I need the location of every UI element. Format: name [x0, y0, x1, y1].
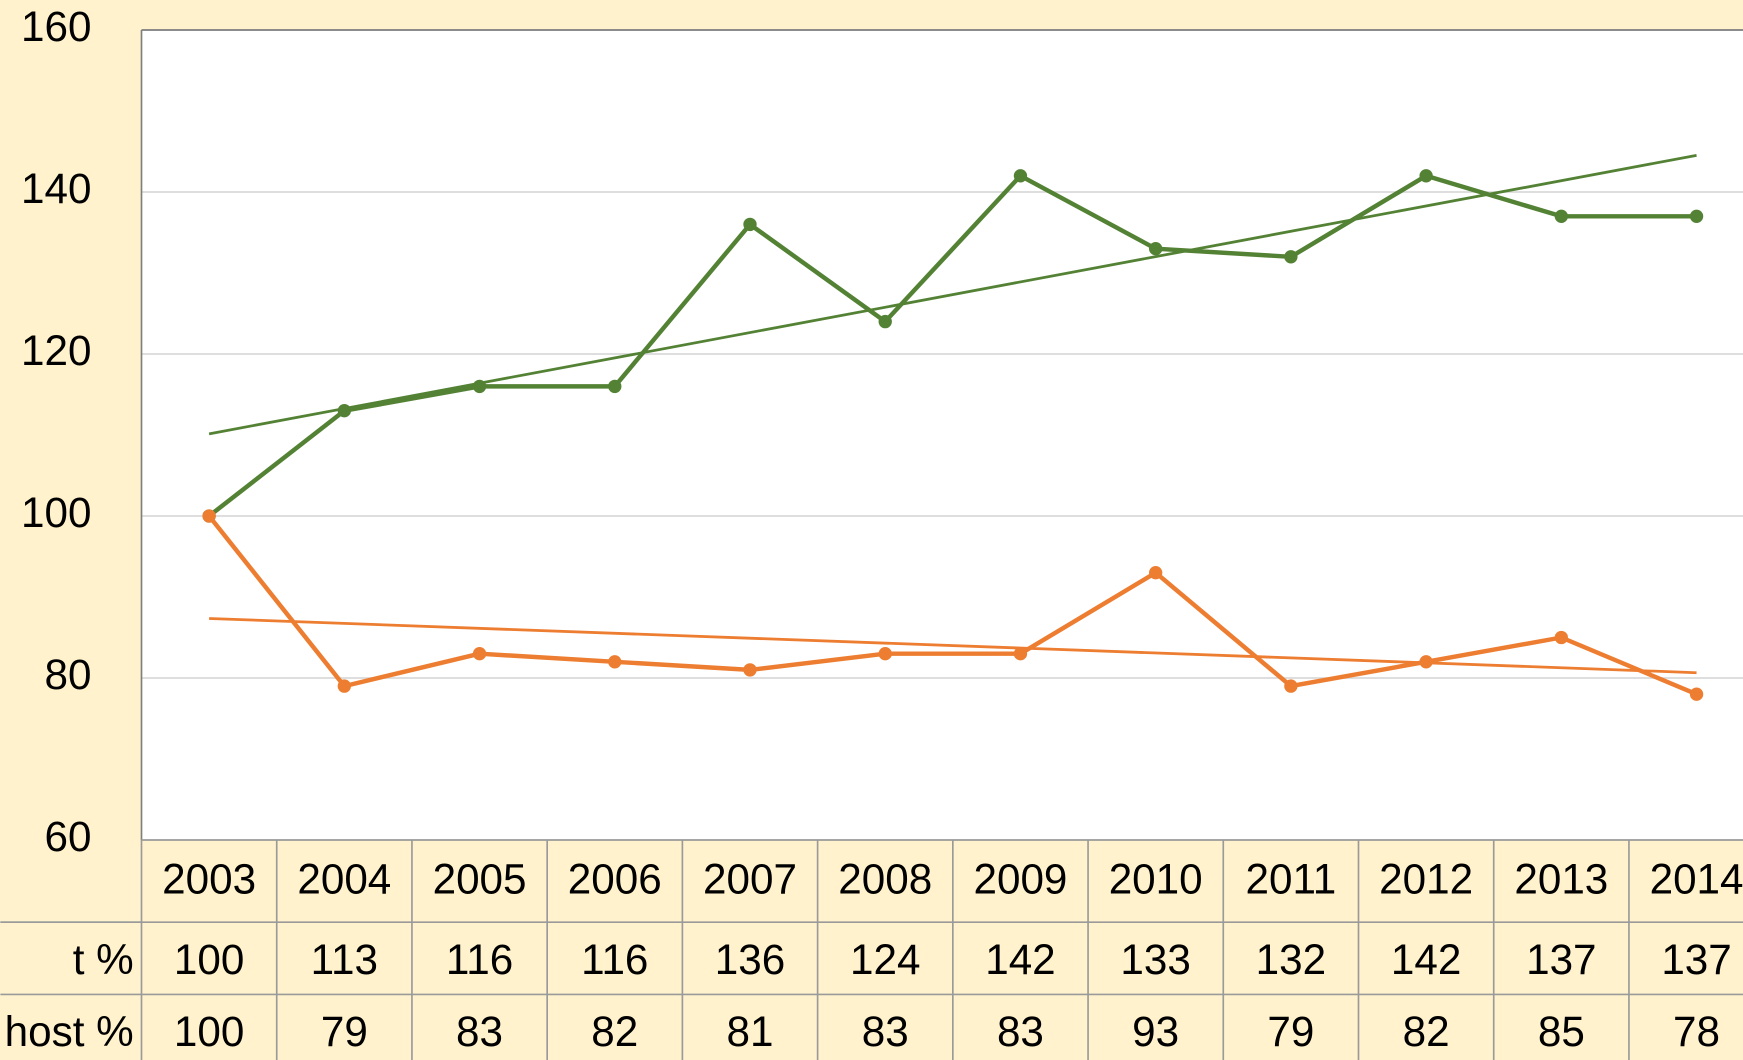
x-tick-label: 2011: [1245, 855, 1336, 902]
data-point: [1149, 566, 1163, 580]
legend-entry: host %: [5, 1008, 134, 1055]
table-value: 83: [997, 1008, 1044, 1055]
table-value: 137: [1661, 936, 1731, 983]
y-tick-label: 140: [21, 165, 91, 212]
trendline: [209, 617, 1697, 675]
table-value: 133: [1120, 936, 1190, 983]
table-value: 83: [862, 1008, 909, 1055]
table-value: 142: [985, 936, 1055, 983]
x-tick-label: 2007: [703, 855, 797, 902]
data-point: [472, 647, 487, 661]
data-point: [1013, 647, 1028, 661]
table-value: 116: [446, 936, 513, 983]
trendline: [208, 153, 1697, 436]
legend-entry: t %: [73, 936, 134, 983]
data-point: [1149, 242, 1163, 256]
table-value: 113: [311, 936, 378, 983]
data-point: [743, 217, 757, 232]
x-tick-label: 2009: [973, 855, 1067, 902]
table-value: 116: [581, 936, 648, 983]
data-point: [1284, 679, 1298, 693]
table-value: 83: [456, 1008, 503, 1055]
data-point: [472, 379, 487, 394]
data-point: [337, 679, 351, 693]
data-point: [608, 379, 622, 394]
data-point: [1419, 655, 1433, 669]
table-value: 137: [1526, 936, 1596, 983]
x-tick-label: 2005: [433, 855, 527, 902]
table-value: 81: [727, 1008, 774, 1055]
series-line: [207, 514, 1698, 697]
table-value: 93: [1132, 1008, 1179, 1055]
data-point: [202, 509, 216, 523]
data-point: [1689, 687, 1704, 701]
table-value: 142: [1391, 936, 1461, 983]
table-value: 79: [1267, 1008, 1314, 1055]
table-value: 82: [1403, 1008, 1450, 1055]
data-point: [743, 663, 757, 677]
table-value: 79: [321, 1008, 368, 1055]
data-point: [1554, 209, 1568, 223]
y-tick-label: 100: [21, 489, 91, 536]
table-value: 136: [715, 936, 785, 983]
table-value: 100: [174, 936, 244, 983]
x-tick-label: 2003: [162, 855, 256, 902]
y-tick-label: 120: [21, 327, 91, 374]
data-point: [1554, 630, 1568, 645]
x-tick-label: 2012: [1379, 855, 1473, 902]
y-tick-label: 80: [45, 651, 92, 698]
plot-area: [141, 30, 1743, 840]
table-value: 82: [591, 1008, 638, 1055]
data-point: [608, 655, 622, 669]
series-line: [207, 173, 1697, 518]
data-point: [337, 404, 351, 418]
data-point: [1013, 169, 1028, 183]
data-point: [1689, 209, 1704, 223]
x-tick-label: 2013: [1514, 855, 1608, 902]
x-tick-label: 2006: [568, 855, 662, 902]
table-value: 132: [1256, 936, 1326, 983]
table-value: 124: [850, 936, 920, 983]
x-tick-label: 2010: [1109, 855, 1203, 902]
x-tick-label: 2004: [297, 855, 391, 902]
y-tick-label: 60: [45, 813, 92, 860]
y-tick-label: 160: [21, 3, 91, 50]
data-point: [878, 314, 892, 329]
data-point: [878, 647, 892, 661]
x-tick-label: 2008: [838, 855, 932, 902]
table-value: 78: [1673, 1008, 1720, 1055]
data-point: [1284, 250, 1298, 264]
data-point: [1419, 169, 1433, 183]
table-value: 100: [174, 1008, 244, 1055]
x-tick-label: 2014: [1650, 855, 1743, 902]
table-value: 85: [1538, 1008, 1585, 1055]
